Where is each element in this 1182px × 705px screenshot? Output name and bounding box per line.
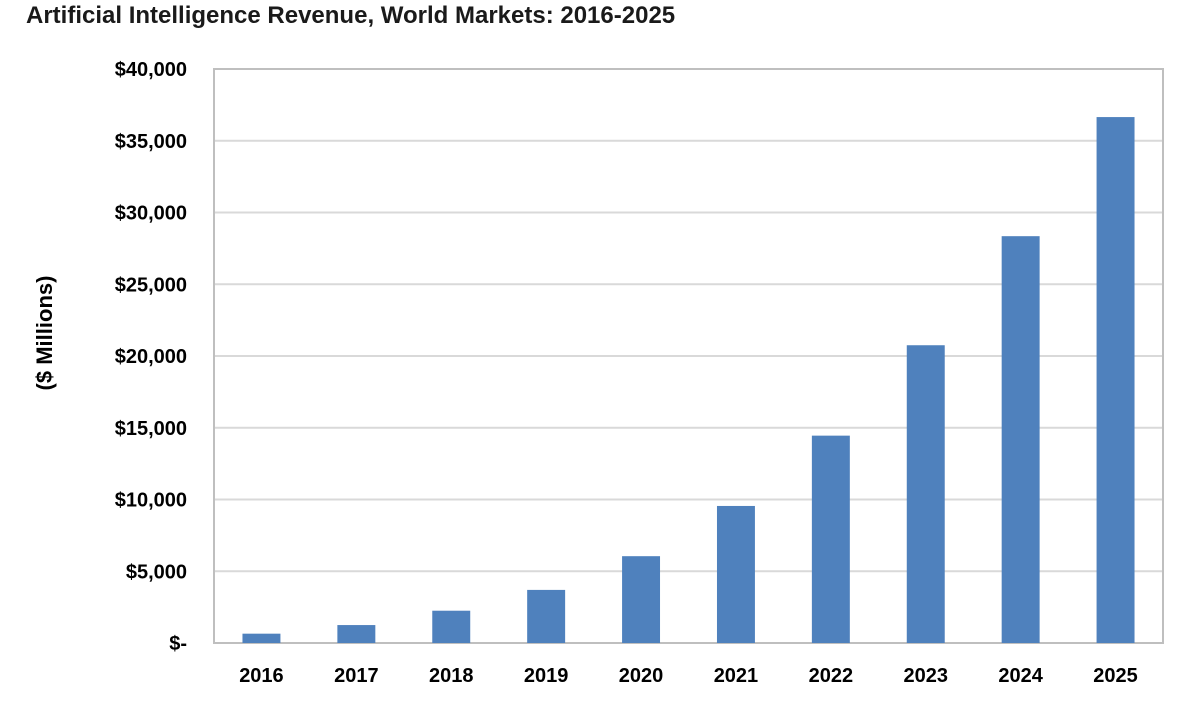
y-axis-label: ($ Millions) <box>32 276 57 391</box>
bar-2019 <box>527 589 566 643</box>
gridlines <box>214 139 1163 573</box>
x-tick-label: 2024 <box>998 665 1043 687</box>
bar-2016 <box>242 633 281 643</box>
x-tick-label: 2017 <box>334 665 379 687</box>
x-tick-label: 2021 <box>714 665 759 687</box>
bar-2020 <box>622 556 661 643</box>
y-tick-label: $35,000 <box>115 131 187 153</box>
x-tick-label: 2019 <box>524 665 569 687</box>
y-tick-label: $10,000 <box>115 490 187 512</box>
bar-2025 <box>1096 117 1135 643</box>
plot-area-frame <box>213 68 1164 644</box>
x-tick-label: 2025 <box>1093 665 1138 687</box>
bar-2017 <box>337 625 376 643</box>
x-axis-ticks: 2016 2017 2018 2019 2020 2021 2022 2023 2024 2025 <box>239 665 1138 687</box>
chart-title: Artificial Intelligence Revenue, World M… <box>26 2 676 29</box>
y-tick-label: $- <box>169 633 187 655</box>
x-tick-label: 2018 <box>429 665 474 687</box>
bar-2023 <box>906 345 945 643</box>
y-tick-label: $30,000 <box>115 203 187 225</box>
y-tick-label: $20,000 <box>115 346 187 368</box>
x-tick-label: 2020 <box>619 665 664 687</box>
y-tick-label: $5,000 <box>126 561 187 583</box>
x-tick-label: 2016 <box>239 665 284 687</box>
bar-2022 <box>811 435 850 643</box>
y-tick-label: $40,000 <box>115 59 187 81</box>
y-tick-label: $15,000 <box>115 418 187 440</box>
y-tick-label: $25,000 <box>115 274 187 296</box>
y-axis-ticks: $- $5,000 $10,000 $15,000 $20,000 $25,000 $30,… <box>115 59 187 655</box>
bar-2024 <box>1001 236 1040 644</box>
bars <box>242 117 1135 644</box>
x-tick-label: 2023 <box>904 665 949 687</box>
x-tick-label: 2022 <box>809 665 854 687</box>
bar-2021 <box>716 505 755 643</box>
bar-2018 <box>432 610 471 643</box>
